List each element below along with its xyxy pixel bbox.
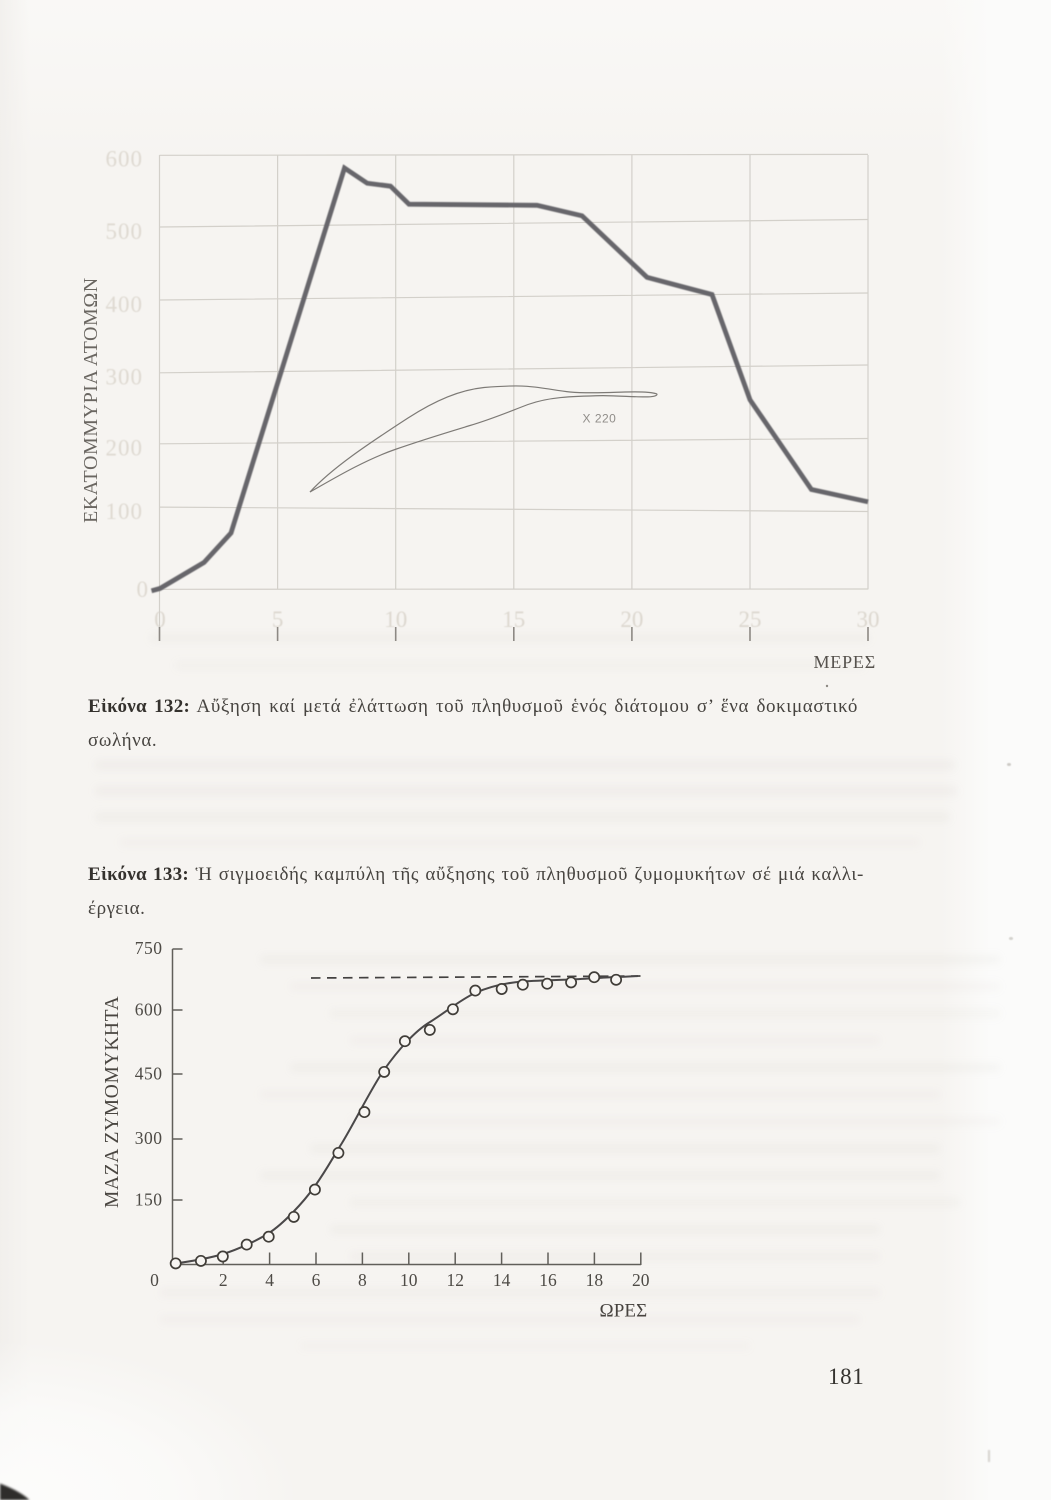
svg-text:X 220: X 220: [583, 412, 617, 426]
svg-text:20: 20: [620, 607, 643, 632]
svg-text:8: 8: [358, 1270, 367, 1290]
svg-text:ΜΕΡΕΣ: ΜΕΡΕΣ: [814, 652, 876, 672]
svg-text:10: 10: [400, 1270, 418, 1290]
svg-text:25: 25: [739, 607, 762, 632]
svg-text:30: 30: [857, 607, 880, 632]
svg-text:2: 2: [219, 1270, 228, 1290]
svg-text:300: 300: [106, 365, 144, 390]
svg-text:500: 500: [106, 219, 144, 244]
svg-text:ΜΑΖΑ ΖΥΜΟΜΥΚΗΤΑ: ΜΑΖΑ ΖΥΜΟΜΥΚΗΤΑ: [102, 996, 123, 1208]
svg-text:6: 6: [312, 1270, 321, 1290]
svg-text:150: 150: [135, 1190, 163, 1210]
svg-text:750: 750: [135, 938, 163, 958]
svg-text:0: 0: [137, 577, 150, 602]
svg-text:450: 450: [135, 1064, 163, 1084]
svg-text:0: 0: [150, 1270, 159, 1290]
svg-text:20: 20: [632, 1270, 650, 1290]
svg-text:300: 300: [135, 1128, 163, 1148]
svg-text:ΕΚΑΤΟΜΜΥΡΙΑ ΑΤΟΜΩΝ: ΕΚΑΤΟΜΜΥΡΙΑ ΑΤΟΜΩΝ: [80, 277, 102, 523]
svg-text:12: 12: [446, 1270, 464, 1290]
svg-text:15: 15: [502, 607, 525, 632]
svg-text:10: 10: [384, 607, 407, 632]
svg-text:400: 400: [106, 292, 144, 317]
svg-text:5: 5: [272, 607, 284, 632]
svg-text:100: 100: [106, 499, 144, 524]
svg-text:4: 4: [265, 1270, 274, 1290]
svg-text:600: 600: [135, 1000, 163, 1020]
svg-text:16: 16: [539, 1270, 557, 1290]
svg-text:18: 18: [586, 1270, 604, 1290]
svg-text:ΩΡΕΣ: ΩΡΕΣ: [600, 1301, 648, 1322]
svg-text:600: 600: [106, 147, 144, 172]
svg-text:14: 14: [493, 1270, 511, 1290]
svg-text:200: 200: [106, 436, 144, 461]
